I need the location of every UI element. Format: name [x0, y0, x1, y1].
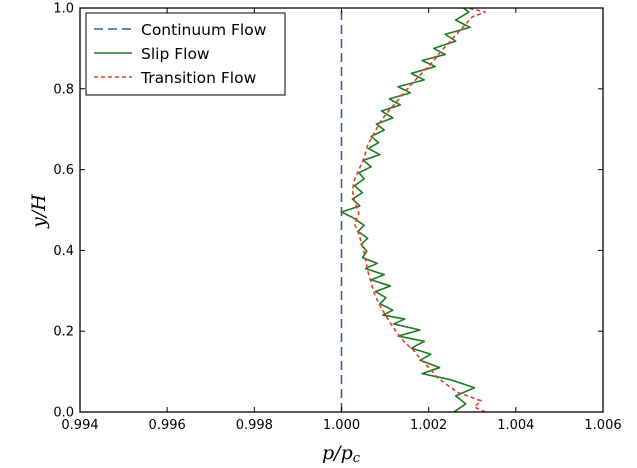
y-tick-label: 0.8 — [53, 82, 74, 97]
x-tick-label: 1.002 — [410, 418, 447, 433]
legend: Continuum Flow Slip Flow Transition Flow — [85, 12, 286, 96]
labels-layer: 0.994 0.996 0.998 1.000 1.002 1.004 1.006 0.0 0.… — [53, 2, 621, 434]
y-tick-label: 0.4 — [53, 244, 74, 259]
ticks-layer — [79, 7, 604, 413]
y-tick-label: 0.0 — [53, 406, 74, 421]
y-tick-label: 1.0 — [53, 2, 74, 17]
y-axis-label: y/H — [28, 194, 50, 229]
y-tick-label: 0.2 — [53, 325, 74, 340]
x-axis-label: p/pc — [322, 442, 361, 466]
x-axis-label-sub: c — [353, 451, 361, 466]
slip-flow-line — [340, 7, 476, 413]
legend-label-transition: Transition Flow — [140, 69, 257, 87]
x-tick-label: 1.004 — [497, 418, 534, 433]
legend-label-continuum: Continuum Flow — [141, 21, 267, 39]
y-tick-label: 0.6 — [53, 163, 74, 178]
legend-label-slip: Slip Flow — [141, 45, 210, 63]
x-tick-label: 1.006 — [584, 418, 621, 433]
transition-flow-line — [351, 7, 487, 413]
x-tick-label: 1.000 — [323, 418, 360, 433]
legend-box — [85, 12, 286, 96]
x-tick-label: 0.998 — [236, 418, 273, 433]
series-layer — [340, 7, 487, 413]
x-tick-label: 0.994 — [61, 418, 98, 433]
x-tick-label: 0.996 — [149, 418, 186, 433]
x-axis-label-main: p/p — [322, 442, 353, 464]
